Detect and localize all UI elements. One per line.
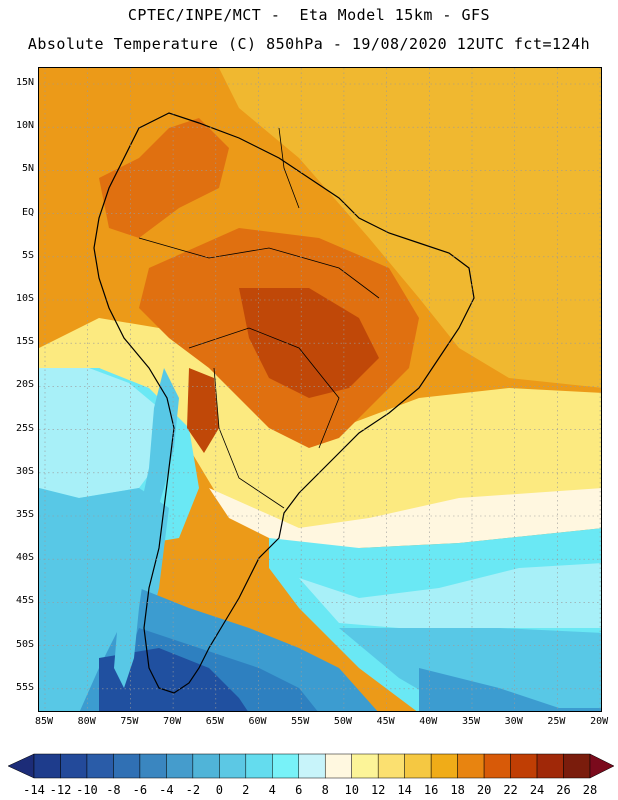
colorbar-swatch: [166, 753, 194, 779]
longitude-label: 35W: [461, 716, 481, 727]
colorbar-label: 22: [503, 783, 518, 797]
latitude-label: 15S: [15, 336, 34, 348]
colorbar-label: 20: [476, 783, 492, 797]
colorbar-swatch: [324, 753, 352, 779]
colorbar-swatch: [139, 753, 167, 779]
colorbar-label: 6: [295, 783, 303, 797]
map-title-line-2: Absolute Temperature (C) 850hPa - 19/08/…: [27, 35, 591, 53]
latitude-label: 20S: [15, 379, 34, 391]
colorbar-label: -10: [76, 783, 98, 797]
latitude-label: 50S: [15, 638, 34, 650]
colorbar-swatch: [483, 753, 511, 779]
colorbar-swatch: [563, 753, 591, 779]
longitude-label: 25W: [547, 716, 566, 727]
colorbar-swatch: [430, 753, 458, 779]
colorbar-swatch: [404, 753, 432, 779]
longitude-label: 80W: [77, 716, 96, 727]
colorbar-swatch: [351, 753, 379, 779]
latitude-label: 30S: [15, 465, 34, 477]
temperature-field: [39, 68, 601, 711]
longitude-label: 55W: [291, 716, 310, 727]
latitude-label: 10N: [15, 120, 34, 132]
colorbar-swatch: [113, 753, 141, 779]
colorbar-swatch: [377, 753, 405, 779]
map-title-line-1: CPTEC/INPE/MCT - Eta Model 15km - GFS: [127, 6, 491, 24]
longitude-label: 45W: [376, 716, 395, 727]
longitude-label: 30W: [504, 716, 523, 727]
colorbar-label: -12: [49, 783, 72, 797]
latitude-label: 15N: [15, 77, 34, 88]
colorbar-label: 4: [268, 783, 276, 797]
colorbar-label: 28: [582, 783, 598, 797]
colorbar-label: 10: [344, 783, 359, 797]
latitude-label: 45S: [15, 595, 34, 607]
colorbar-label: 2: [242, 783, 250, 797]
colorbar-max-arrow: [589, 753, 615, 779]
longitude-label: 20W: [590, 716, 609, 727]
colorbar-swatch: [245, 753, 273, 779]
latitude-label: 10S: [15, 293, 34, 304]
colorbar-label: -14: [23, 783, 45, 797]
longitude-label: 40W: [419, 716, 438, 727]
colorbar-swatch: [457, 753, 485, 779]
longitude-label: 65W: [205, 716, 224, 727]
longitude-label: 70W: [163, 716, 182, 727]
colorbar-min-arrow: [7, 753, 35, 779]
colorbar-swatch: [86, 753, 114, 779]
latitude-label: 35S: [15, 509, 34, 520]
colorbar-label: -8: [106, 783, 121, 797]
colorbar-label: 16: [423, 783, 439, 797]
colorbar-label: 26: [556, 783, 571, 797]
colorbar-swatch: [219, 753, 247, 779]
colorbar-swatch: [510, 753, 538, 779]
longitude-label: 75W: [120, 716, 139, 727]
latitude-label: 5N: [21, 163, 34, 175]
latitude-label: 25S: [15, 422, 34, 434]
colorbar-label: 0: [215, 783, 223, 797]
colorbar-swatch: [536, 753, 564, 779]
colorbar-label: -4: [159, 783, 174, 797]
longitude-label: 50W: [333, 716, 352, 727]
colorbar-swatch: [272, 753, 300, 779]
latitude-label: 5S: [21, 249, 34, 261]
colorbar-label: 12: [370, 783, 386, 797]
longitude-label: 60W: [248, 716, 267, 727]
temperature-map[interactable]: [38, 67, 602, 712]
colorbar-swatch: [298, 753, 326, 779]
colorbar-swatch: [60, 753, 88, 779]
colorbar-label: 14: [397, 783, 412, 797]
latitude-label: EQ: [21, 206, 34, 218]
longitude-label: 85W: [34, 716, 54, 727]
colorbar-label: 18: [450, 783, 465, 797]
colorbar-label: -6: [132, 783, 148, 797]
colorbar-label: -2: [185, 783, 201, 797]
colorbar-swatch: [33, 753, 61, 779]
colorbar-label: 8: [321, 783, 329, 797]
color-scale-bar: [7, 753, 615, 779]
colorbar-swatch: [192, 753, 220, 779]
latitude-label: 40S: [15, 552, 34, 564]
colorbar-label: 24: [529, 783, 545, 797]
latitude-label: 55S: [15, 681, 34, 693]
